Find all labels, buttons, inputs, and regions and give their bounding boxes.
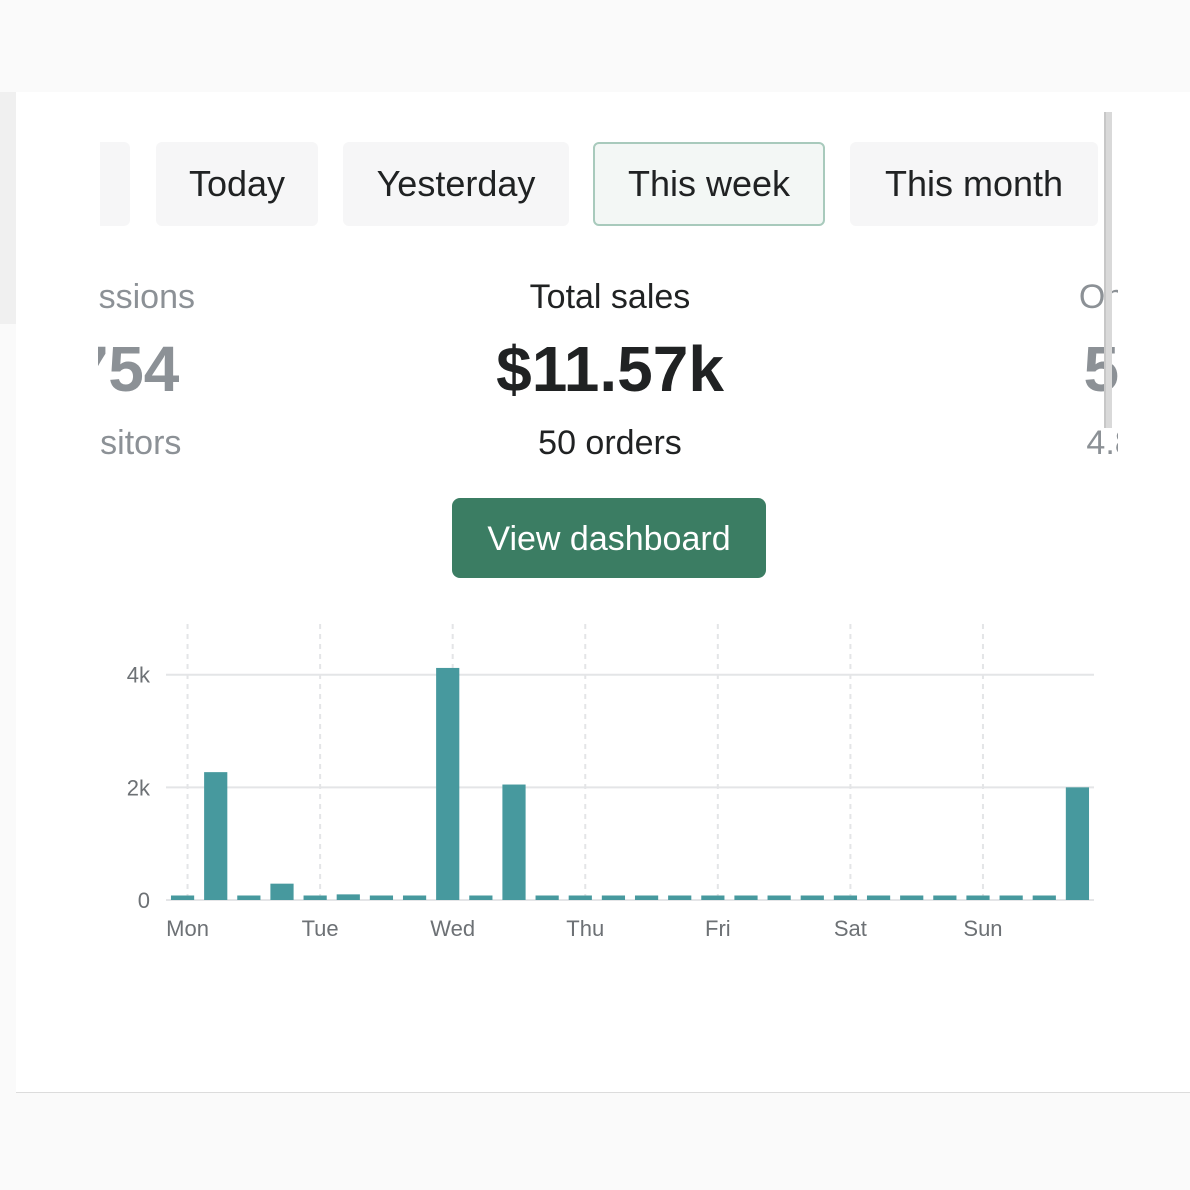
date-range-tabs: Today Yesterday This week This month (100, 142, 1104, 230)
tab-label: Yesterday (376, 163, 536, 204)
x-tick-label: Thu (566, 916, 604, 941)
side-panel-edge (0, 92, 16, 324)
metric-label: Online (1078, 278, 1118, 316)
bar[interactable] (734, 895, 758, 900)
chart-bars (170, 667, 1090, 900)
scrollbar[interactable] (1104, 112, 1112, 428)
sales-bar-chart: 0 2k 4k Mon Tue Wed Thu Fri Sat Sun (127, 624, 1094, 941)
bar[interactable] (833, 895, 858, 900)
metric-label: Sessions (98, 278, 195, 316)
x-tick-label: Mon (166, 916, 209, 941)
bar[interactable] (601, 895, 626, 900)
y-tick-label: 0 (138, 888, 150, 913)
y-tick-label: 2k (127, 775, 151, 800)
tab-label: This month (884, 163, 1064, 204)
bar[interactable] (237, 895, 261, 900)
chart-axis-labels: 0 2k 4k Mon Tue Wed Thu Fri Sat Sun (127, 663, 1003, 941)
tab-label: Today (188, 163, 286, 204)
tab-today[interactable]: Today (156, 142, 318, 226)
bar[interactable] (866, 895, 891, 900)
x-tick-label: Tue (302, 916, 339, 941)
bar[interactable] (966, 895, 990, 900)
bar[interactable] (1065, 787, 1090, 900)
bar[interactable] (170, 895, 195, 900)
bar[interactable] (1032, 895, 1056, 900)
analytics-card (16, 92, 1190, 1093)
metric-value: 5.2 (1083, 333, 1118, 405)
bar[interactable] (701, 895, 725, 900)
tab-this-month[interactable]: This month (850, 142, 1098, 226)
chart-grid (166, 624, 1094, 901)
metric-sub: 4.87k (1086, 424, 1118, 462)
view-dashboard-button[interactable]: View dashboard (452, 498, 766, 578)
bar[interactable] (402, 895, 427, 900)
tab-previous[interactable] (100, 142, 130, 226)
bar[interactable] (270, 883, 294, 900)
bar[interactable] (767, 895, 791, 900)
bar[interactable] (933, 895, 957, 900)
bar[interactable] (502, 784, 526, 900)
bar[interactable] (336, 894, 360, 900)
tab-yesterday[interactable]: Yesterday (343, 142, 569, 226)
metric-sub: 50 orders (538, 424, 682, 462)
bar[interactable] (999, 895, 1023, 900)
bar[interactable] (634, 895, 659, 900)
x-tick-label: Sun (963, 916, 1002, 941)
bar[interactable] (900, 895, 924, 900)
y-tick-label: 4k (127, 663, 151, 688)
bar[interactable] (800, 895, 824, 900)
bar[interactable] (568, 895, 592, 900)
bar[interactable] (204, 772, 228, 900)
x-tick-label: Sat (834, 916, 867, 941)
bar[interactable] (436, 667, 460, 900)
bar[interactable] (469, 895, 493, 900)
bar[interactable] (369, 895, 394, 900)
tab-this-week[interactable]: This week (593, 142, 825, 226)
metric-value: 754 (98, 333, 180, 405)
metric-value: $11.57k (496, 333, 724, 405)
metrics-carousel[interactable]: Sessions 754 Visitors Total sales $11.57… (98, 270, 1118, 470)
bar[interactable] (303, 895, 327, 900)
bar[interactable] (668, 895, 692, 900)
metric-sub: Visitors (98, 424, 182, 462)
tab-label: This week (627, 163, 791, 204)
x-tick-label: Fri (705, 916, 731, 941)
metric-label: Total sales (529, 278, 691, 316)
x-tick-label: Wed (430, 916, 475, 941)
bar[interactable] (535, 895, 559, 900)
